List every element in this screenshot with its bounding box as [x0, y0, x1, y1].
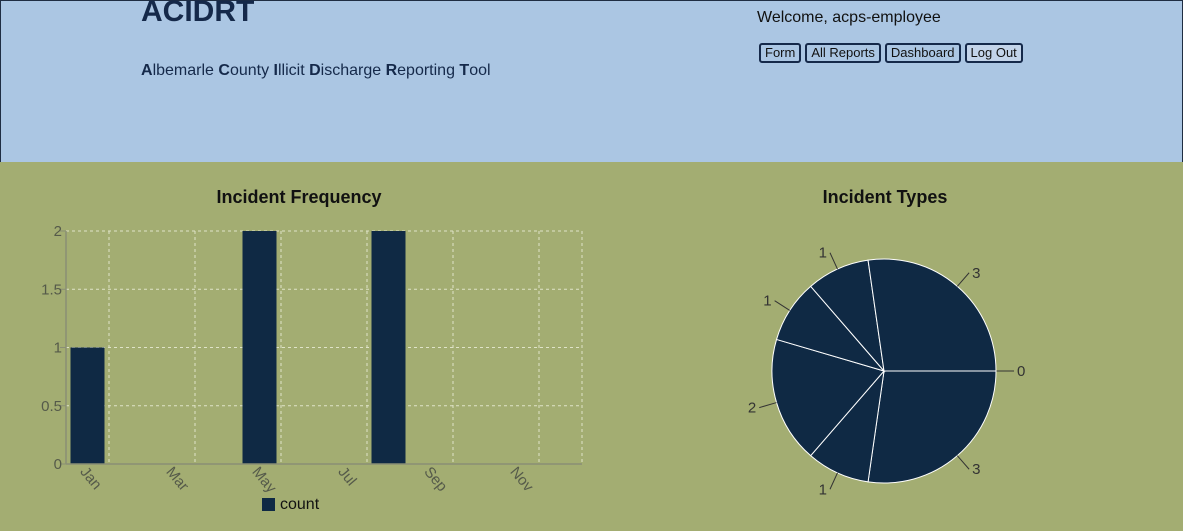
pie-label: 1: [819, 245, 827, 262]
subtitle-initial: T: [459, 62, 470, 79]
pie-label: 0: [1017, 363, 1025, 380]
y-tick-label: 2: [54, 223, 62, 240]
bar-chart-title: Incident Frequency: [216, 187, 382, 207]
x-tick-label: Jan: [76, 464, 105, 493]
pie-chart-title: Incident Types: [822, 187, 948, 207]
all-reports-button[interactable]: All Reports: [805, 43, 881, 63]
nav-bar: Form All Reports Dashboard Log Out: [759, 43, 1023, 63]
pie-leader-line: [759, 402, 777, 409]
x-tick-label: Nov: [506, 464, 536, 496]
welcome-text: Welcome, acps-employee: [757, 9, 941, 26]
y-tick-label: 1: [54, 340, 62, 357]
bar: [70, 347, 105, 464]
y-tick-label: 0: [54, 456, 62, 473]
pie-label: 3: [972, 461, 980, 478]
subtitle-word: ischarge: [320, 62, 386, 79]
pie-slice: [867, 370, 997, 484]
y-tick-label: 1.5: [41, 281, 62, 298]
subtitle-initial: A: [141, 62, 153, 79]
pie-label: 1: [819, 481, 827, 498]
x-tick-label: Jul: [334, 464, 359, 490]
legend-swatch: [262, 498, 275, 511]
pie-leader-line: [829, 252, 838, 270]
y-tick-label: 0.5: [41, 398, 62, 415]
legend-label: count: [280, 496, 320, 513]
subtitle-word: ool: [469, 62, 491, 79]
subtitle-word: eporting: [397, 62, 460, 79]
pie-slice: [771, 338, 885, 457]
x-tick-label: Sep: [420, 464, 450, 495]
pie-label: 3: [972, 265, 980, 282]
pie-slice: [867, 258, 997, 372]
subtitle-initial: C: [218, 62, 230, 79]
pie-leader-line: [829, 472, 838, 490]
pie-leader-line: [956, 455, 970, 470]
pie-leader-line: [774, 300, 791, 311]
form-button[interactable]: Form: [759, 43, 802, 63]
header: ACIDRT Albemarle County Illicit Discharg…: [0, 0, 1183, 162]
subtitle-word: lbemarle: [152, 62, 219, 79]
app-subtitle: Albemarle County Illicit Discharge Repor…: [141, 62, 491, 80]
dashboard-button[interactable]: Dashboard: [884, 43, 961, 63]
log-out-button[interactable]: Log Out: [964, 43, 1023, 63]
pie-label: 1: [763, 293, 771, 310]
x-tick-label: Mar: [162, 464, 192, 495]
subtitle-initial: R: [385, 62, 398, 79]
app-title: ACIDRT: [141, 0, 255, 28]
subtitle-initial: D: [309, 62, 321, 79]
subtitle-initial: I: [273, 62, 278, 79]
pie-leader-line: [956, 272, 970, 287]
bar: [371, 231, 406, 464]
subtitle-word: ounty: [229, 62, 274, 79]
subtitle-word: llicit: [277, 62, 310, 79]
x-tick-label: May: [248, 464, 280, 497]
pie-label: 2: [748, 400, 756, 417]
bar: [242, 231, 277, 464]
